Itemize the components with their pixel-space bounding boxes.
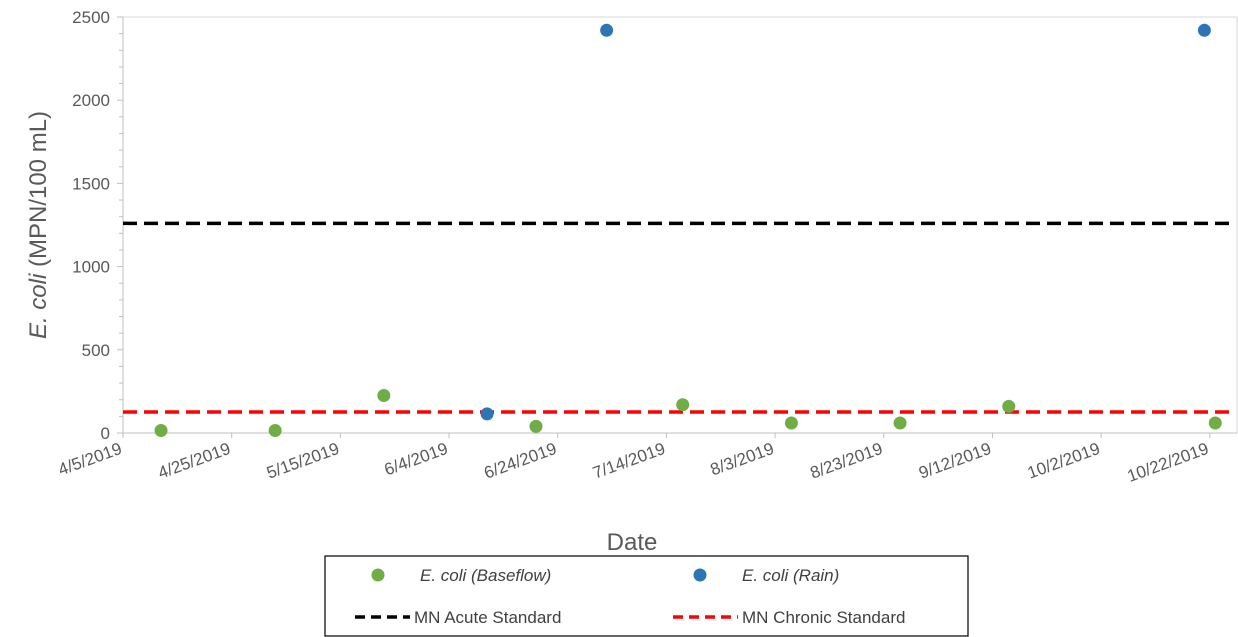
y-tick-label: 2500 xyxy=(72,8,110,27)
legend-label: E. coli (Rain) xyxy=(742,566,839,585)
y-axis-title-italic: E. coli xyxy=(25,273,52,339)
x-tick-label: 4/5/2019 xyxy=(56,439,125,479)
x-tick-label: 4/25/2019 xyxy=(155,439,233,483)
y-axis-title: E. coli (MPN/100 mL) xyxy=(25,111,52,339)
x-tick-label: 6/24/2019 xyxy=(482,439,560,483)
legend-swatch xyxy=(371,568,385,582)
x-tick-label: 8/3/2019 xyxy=(708,439,777,479)
data-point-series-0 xyxy=(154,424,168,438)
legend-label: MN Acute Standard xyxy=(414,608,561,627)
legend-label: MN Chronic Standard xyxy=(742,608,905,627)
legend-box xyxy=(324,555,969,637)
data-point-series-0 xyxy=(377,389,391,403)
data-point-series-0 xyxy=(784,416,798,430)
x-axis-title: Date xyxy=(607,529,658,556)
data-point-series-0 xyxy=(268,424,282,438)
y-tick-label: 1500 xyxy=(72,174,110,193)
x-tick-label: 10/22/2019 xyxy=(1125,439,1211,486)
legend-swatch xyxy=(693,568,707,582)
y-tick-label: 500 xyxy=(82,341,110,360)
reference-lines xyxy=(123,221,1229,414)
y-axis-title-units: (MPN/100 mL) xyxy=(25,111,52,274)
y-tick-label: 1000 xyxy=(72,258,110,277)
y-axis: 0 500 1000 1500 2000 2500 xyxy=(72,8,124,443)
x-tick-label: 7/14/2019 xyxy=(590,439,668,483)
y-tick-label: 2000 xyxy=(72,91,110,110)
x-tick-label: 5/15/2019 xyxy=(264,439,342,483)
data-point-series-1 xyxy=(600,23,614,37)
data-point-series-1 xyxy=(480,407,494,421)
x-tick-label: 8/23/2019 xyxy=(808,439,886,483)
data-points xyxy=(154,23,1222,438)
data-point-series-1 xyxy=(1197,23,1211,37)
data-point-series-0 xyxy=(676,398,690,412)
x-tick-label: 10/2/2019 xyxy=(1025,439,1103,483)
legend-label: E. coli (Baseflow) xyxy=(420,566,551,585)
data-point-series-0 xyxy=(893,416,907,430)
data-point-series-0 xyxy=(1002,399,1016,413)
x-axis: 4/5/2019 4/25/2019 5/15/2019 6/4/2019 6/24/2… xyxy=(56,432,1237,486)
data-point-series-0 xyxy=(1208,416,1222,430)
y-tick-label: 0 xyxy=(101,424,110,443)
x-tick-label: 9/12/2019 xyxy=(916,439,994,483)
legend: E. coli (Baseflow) E. coli (Rain) MN Acute… xyxy=(324,555,969,637)
x-tick-label: 6/4/2019 xyxy=(382,439,451,479)
data-point-series-0 xyxy=(529,419,543,433)
